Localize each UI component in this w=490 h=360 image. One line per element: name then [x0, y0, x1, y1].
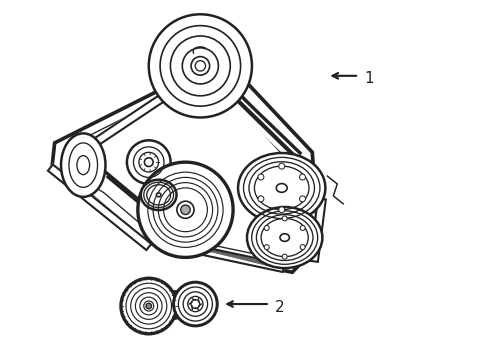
- Circle shape: [264, 225, 269, 230]
- Circle shape: [282, 216, 287, 221]
- Circle shape: [258, 196, 264, 202]
- Text: 2: 2: [275, 300, 284, 315]
- Polygon shape: [51, 55, 318, 272]
- Text: 1: 1: [364, 71, 374, 86]
- Circle shape: [121, 278, 176, 334]
- Circle shape: [145, 158, 153, 167]
- Circle shape: [300, 245, 305, 249]
- Ellipse shape: [141, 180, 176, 210]
- Ellipse shape: [247, 207, 322, 268]
- Circle shape: [146, 303, 151, 309]
- Ellipse shape: [280, 234, 290, 241]
- Circle shape: [138, 162, 233, 257]
- Circle shape: [181, 205, 190, 215]
- Circle shape: [149, 14, 252, 117]
- Circle shape: [173, 282, 217, 326]
- Circle shape: [258, 174, 264, 180]
- Ellipse shape: [156, 193, 161, 197]
- Circle shape: [299, 196, 305, 202]
- Ellipse shape: [276, 184, 287, 192]
- Circle shape: [282, 254, 287, 259]
- Circle shape: [127, 140, 171, 184]
- Circle shape: [279, 163, 285, 169]
- Ellipse shape: [238, 153, 325, 223]
- Circle shape: [279, 207, 285, 213]
- Circle shape: [299, 174, 305, 180]
- Circle shape: [300, 225, 305, 230]
- Circle shape: [177, 201, 194, 219]
- Circle shape: [264, 245, 269, 249]
- Ellipse shape: [61, 133, 105, 197]
- Circle shape: [195, 61, 205, 71]
